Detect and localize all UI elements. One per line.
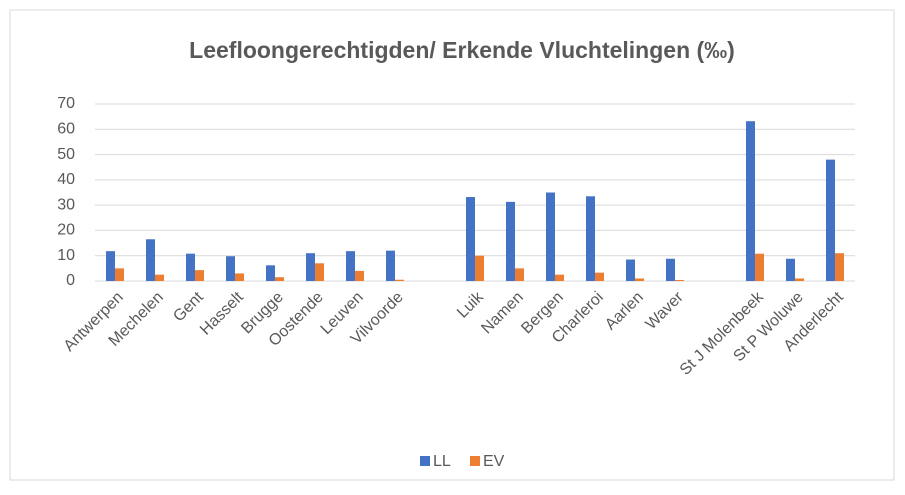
bar (115, 268, 124, 281)
bar (226, 256, 235, 281)
legend-swatch (470, 456, 480, 466)
bar (755, 253, 764, 281)
y-tick-label: 40 (57, 171, 75, 188)
bar (586, 196, 595, 281)
bar (635, 278, 644, 281)
y-tick-label: 70 (57, 95, 75, 112)
bar (275, 277, 284, 281)
bar (746, 121, 755, 282)
bar (186, 253, 195, 281)
bar (146, 239, 155, 281)
bar (315, 263, 324, 281)
bar (235, 273, 244, 281)
bar (355, 270, 364, 281)
bar (595, 272, 604, 281)
bar (515, 268, 524, 281)
bar (555, 274, 564, 281)
bar (106, 251, 115, 281)
bar (666, 258, 675, 281)
bar (466, 197, 475, 281)
bar (346, 251, 355, 281)
bar (626, 259, 635, 281)
legend-label: LL (433, 453, 451, 470)
y-tick-label: 30 (57, 196, 75, 213)
bar (386, 250, 395, 281)
legend-swatch (420, 456, 430, 466)
y-tick-label: 20 (57, 222, 75, 239)
y-tick-label: 0 (66, 272, 75, 289)
bar (675, 279, 684, 281)
bar (395, 279, 404, 281)
bar (475, 255, 484, 281)
bar (306, 253, 315, 281)
y-tick-label: 60 (57, 121, 75, 138)
bar (786, 258, 795, 281)
bar (835, 253, 844, 281)
bar (155, 274, 164, 281)
bar (826, 159, 835, 281)
bar (795, 278, 804, 281)
bar (195, 270, 204, 281)
chart-border (9, 9, 895, 481)
bar (266, 265, 275, 281)
chart-title: Leefloongerechtigden/ Erkende Vluchtelin… (189, 37, 735, 63)
legend-label: EV (483, 453, 505, 470)
bar (546, 192, 555, 281)
y-tick-label: 50 (57, 146, 75, 163)
bar (506, 201, 515, 281)
y-tick-label: 10 (57, 247, 75, 264)
